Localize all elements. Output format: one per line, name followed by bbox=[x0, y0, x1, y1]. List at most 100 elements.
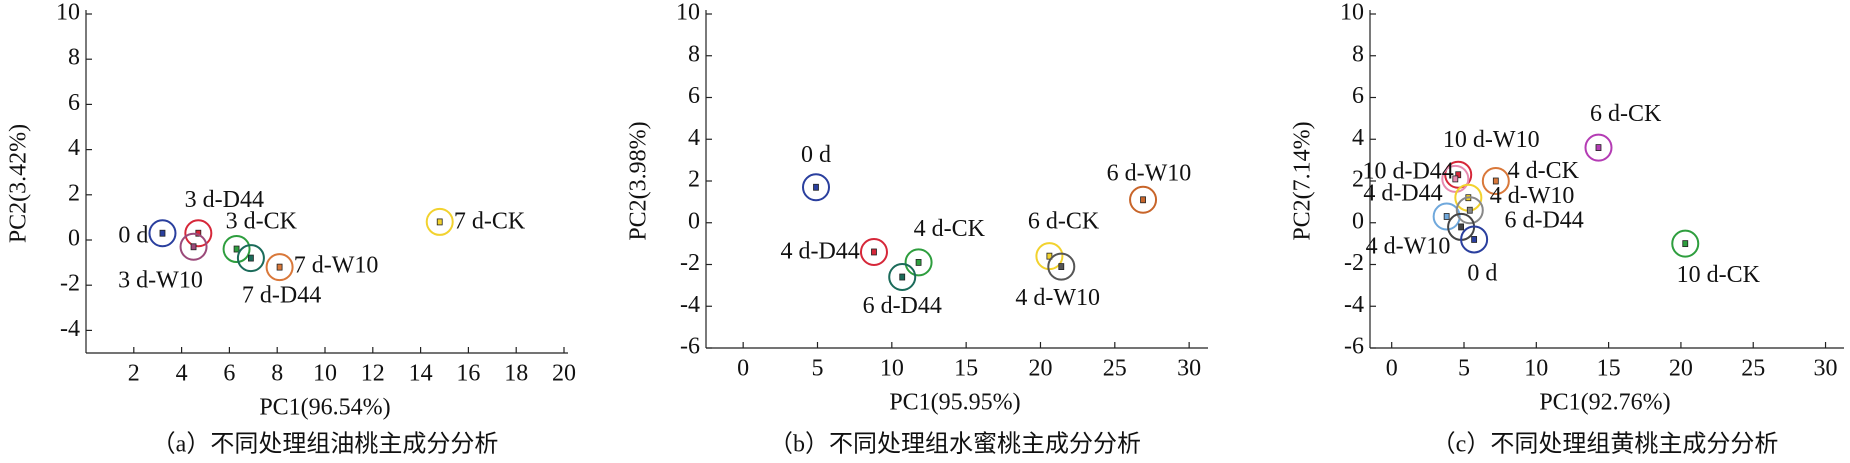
point bbox=[148, 219, 177, 248]
x-tick-label: 18 bbox=[504, 361, 528, 387]
point bbox=[179, 232, 208, 261]
y-tick-label: -4 bbox=[60, 316, 80, 342]
x-tick-label: 30 bbox=[1814, 356, 1838, 382]
point-center bbox=[233, 245, 240, 253]
point-label: 4 d-CK bbox=[1508, 158, 1580, 184]
point bbox=[1671, 229, 1700, 258]
y-tick-label: 0 bbox=[688, 208, 700, 234]
x-axis-label: PC1(95.95%) bbox=[889, 390, 1020, 416]
point-label: 0 d bbox=[1467, 260, 1497, 286]
point-center bbox=[1058, 263, 1065, 270]
point-label: 6 d-CK bbox=[1028, 209, 1100, 235]
point-center bbox=[813, 183, 819, 191]
y-tick-label: -2 bbox=[680, 250, 700, 276]
point-center bbox=[190, 243, 197, 251]
point bbox=[1444, 160, 1473, 189]
point-center bbox=[159, 229, 166, 237]
x-tick-label: 10 bbox=[1524, 356, 1548, 382]
point-center bbox=[1471, 236, 1478, 243]
y-tick-label: -6 bbox=[680, 334, 700, 360]
x-tick-label: 25 bbox=[1741, 356, 1765, 382]
point bbox=[222, 235, 251, 264]
x-tick-label: 6 bbox=[223, 361, 235, 387]
x-tick-label: 20 bbox=[552, 361, 576, 387]
y-tick-label: 8 bbox=[1352, 41, 1364, 67]
y-tick-label: 4 bbox=[688, 125, 700, 151]
y-tick-label: 10 bbox=[676, 0, 700, 26]
x-tick-label: 15 bbox=[1597, 356, 1621, 382]
point-label: 3 d-W10 bbox=[118, 268, 203, 294]
y-axis-label: PC2(3.42%) bbox=[6, 124, 32, 243]
point bbox=[1129, 185, 1158, 214]
y-tick-label: -2 bbox=[60, 271, 80, 297]
point bbox=[265, 253, 294, 282]
x-axis-label: PC1(96.54%) bbox=[259, 395, 390, 421]
point-center bbox=[276, 263, 283, 271]
point-center bbox=[1682, 240, 1689, 248]
point bbox=[184, 219, 213, 248]
x-tick-label: 2 bbox=[128, 361, 140, 387]
point bbox=[1432, 202, 1461, 231]
point-label: 4 d-W10 bbox=[1366, 234, 1451, 260]
x-tick-label: 25 bbox=[1103, 356, 1127, 382]
point-label: 4 d-W10 bbox=[1015, 285, 1100, 311]
point-label: 0 d bbox=[118, 222, 148, 248]
point-center bbox=[1595, 144, 1602, 152]
x-tick-label: 15 bbox=[954, 356, 978, 382]
point bbox=[236, 244, 265, 273]
point-center bbox=[1452, 175, 1459, 183]
x-tick-label: 20 bbox=[1669, 356, 1693, 382]
y-axis-label: PC2(3.98%) bbox=[626, 121, 652, 240]
y-tick-label: 2 bbox=[688, 167, 700, 193]
point-label: 10 d-D44 bbox=[1362, 159, 1453, 185]
y-tick-label: 4 bbox=[68, 135, 80, 161]
x-tick-label: 5 bbox=[1458, 356, 1470, 382]
x-tick-label: 20 bbox=[1028, 356, 1052, 382]
point-label: 6 d-W10 bbox=[1107, 161, 1192, 187]
x-tick-label: 5 bbox=[811, 356, 823, 382]
caption: （a）不同处理组油桃主成分分析 bbox=[152, 431, 499, 458]
y-tick-label: -6 bbox=[1344, 334, 1364, 360]
point bbox=[425, 207, 454, 236]
y-tick-label: 0 bbox=[68, 226, 80, 252]
point-label: 4 d-W10 bbox=[1490, 183, 1575, 209]
point-label: 6 d-D44 bbox=[863, 293, 942, 319]
point bbox=[802, 173, 831, 202]
x-tick-label: 14 bbox=[409, 361, 433, 387]
y-tick-label: 2 bbox=[1352, 167, 1364, 193]
x-tick-label: 10 bbox=[880, 356, 904, 382]
x-tick-label: 30 bbox=[1177, 356, 1201, 382]
y-tick-label: 8 bbox=[68, 45, 80, 71]
y-tick-label: 6 bbox=[1352, 83, 1364, 109]
point-label: 4 d-D44 bbox=[1363, 181, 1442, 207]
x-tick-label: 4 bbox=[176, 361, 188, 387]
point-center bbox=[1466, 206, 1473, 214]
x-tick-label: 10 bbox=[313, 361, 337, 387]
point-center bbox=[899, 273, 906, 281]
point-label: 7 d-CK bbox=[454, 209, 526, 235]
point bbox=[1441, 164, 1470, 193]
point-center bbox=[1458, 223, 1465, 231]
y-tick-label: 6 bbox=[68, 90, 80, 116]
point-center bbox=[1492, 177, 1499, 185]
x-tick-label: 8 bbox=[271, 361, 283, 387]
point-label: 10 d-W10 bbox=[1443, 127, 1540, 153]
y-tick-label: -4 bbox=[1344, 292, 1364, 318]
point-label: 6 d-CK bbox=[1590, 101, 1662, 127]
point bbox=[859, 237, 888, 266]
point-center bbox=[871, 248, 877, 256]
y-tick-label: 10 bbox=[1340, 0, 1364, 26]
point-label: 4 d-D44 bbox=[780, 239, 859, 265]
x-tick-label: 0 bbox=[737, 356, 749, 382]
point-label: 0 d bbox=[801, 142, 831, 168]
point-label: 6 d-D44 bbox=[1504, 208, 1583, 234]
x-axis-label: PC1(92.76%) bbox=[1539, 390, 1670, 416]
point-label: 3 d-D44 bbox=[185, 187, 264, 213]
y-tick-label: 10 bbox=[56, 0, 80, 26]
y-tick-label: -2 bbox=[1344, 250, 1364, 276]
point bbox=[1584, 133, 1613, 162]
point-label: 3 d-CK bbox=[226, 209, 298, 235]
point-center bbox=[915, 259, 922, 266]
point bbox=[904, 248, 933, 277]
